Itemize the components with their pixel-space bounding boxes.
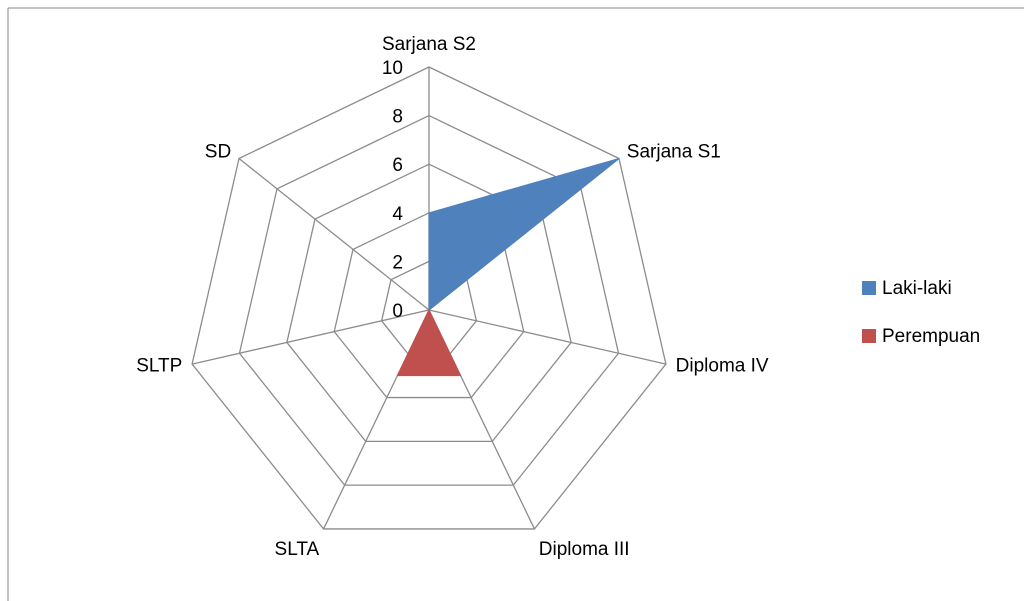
category-label: SLTP [136,355,182,376]
category-label: SD [205,141,231,162]
r-tick-label: 10 [382,58,403,79]
category-label: SLTA [275,539,320,560]
r-tick-label: 8 [392,107,403,128]
spoke [238,157,430,311]
category-label: Sarjana S2 [382,34,476,55]
series-area [428,158,620,312]
r-tick-label: 2 [392,252,403,273]
grid-ring [238,114,620,486]
r-tick-label: 4 [392,204,403,225]
grid-ring [286,163,572,443]
r-tick-label: 0 [392,301,403,322]
spoke [191,309,430,365]
series-area [396,308,462,377]
legend-label: Laki-laki [882,278,952,299]
grid-ring [333,212,525,399]
spoke [428,309,667,365]
legend-swatch [862,281,876,295]
category-label: Diploma IV [676,355,769,376]
grid-ring [191,66,667,530]
category-label: Diploma III [539,539,630,560]
category-label: Sarjana S1 [627,141,721,162]
legend-label: Perempuan [882,326,980,347]
r-tick-label: 6 [392,155,403,176]
legend-swatch [862,329,876,343]
